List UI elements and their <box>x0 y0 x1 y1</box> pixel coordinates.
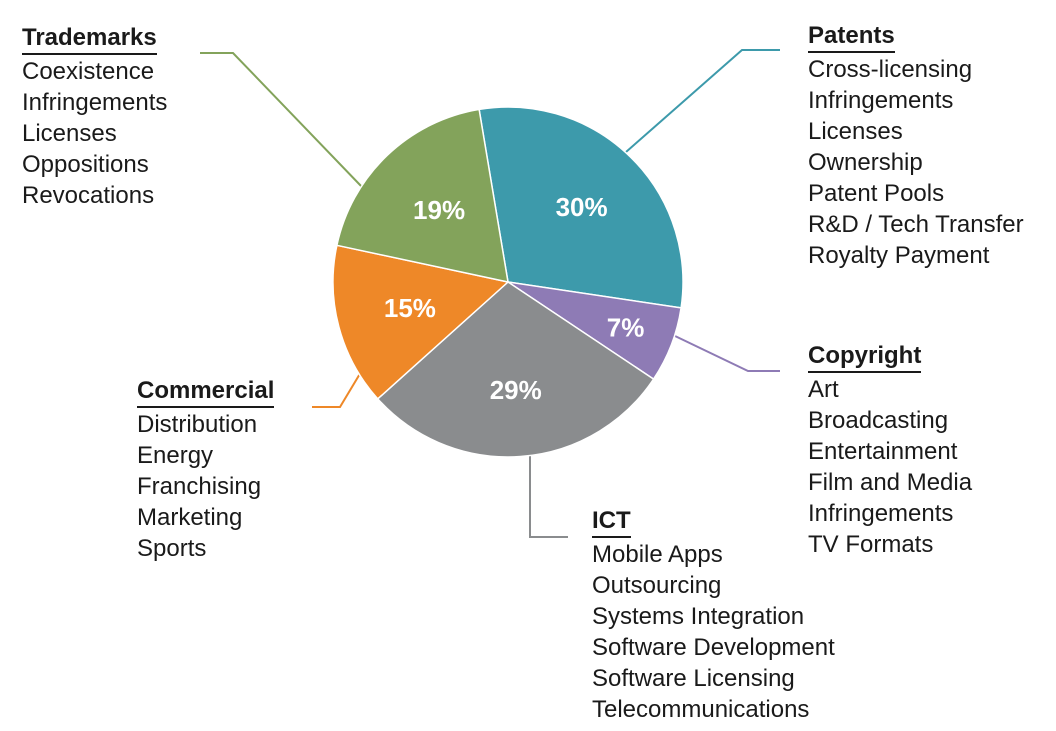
legend-item: Telecommunications <box>592 694 835 725</box>
legend-title-trademarks: Trademarks <box>22 23 157 55</box>
legend-item: Cross-licensing <box>808 54 1024 85</box>
legend-item: Licenses <box>22 118 167 149</box>
legend-title-commercial: Commercial <box>137 376 274 408</box>
legend-item: Patent Pools <box>808 178 1024 209</box>
legend-item: Oppositions <box>22 149 167 180</box>
legend-item: Art <box>808 374 972 405</box>
legend-item: Software Development <box>592 632 835 663</box>
slice-percent-copyright: 7% <box>607 312 645 342</box>
legend-group-commercial: Commercial Distribution Energy Franchisi… <box>137 376 274 564</box>
legend-title-patents: Patents <box>808 21 895 53</box>
legend-item: Licenses <box>808 116 1024 147</box>
legend-group-trademarks: Trademarks Coexistence Infringements Lic… <box>22 23 167 211</box>
legend-item: Film and Media <box>808 467 972 498</box>
legend-item: Franchising <box>137 471 274 502</box>
leader-line-commercial <box>312 372 361 407</box>
legend-item: Infringements <box>22 87 167 118</box>
legend-item: Coexistence <box>22 56 167 87</box>
legend-item: Revocations <box>22 180 167 211</box>
legend-items-trademarks: Coexistence Infringements Licenses Oppos… <box>22 56 167 211</box>
legend-item: Outsourcing <box>592 570 835 601</box>
legend-item: Infringements <box>808 85 1024 116</box>
leader-line-patents <box>626 50 780 152</box>
legend-item: Entertainment <box>808 436 972 467</box>
legend-items-patents: Cross-licensing Infringements Licenses O… <box>808 54 1024 271</box>
leader-line-ict <box>530 455 568 537</box>
legend-item: Mobile Apps <box>592 539 835 570</box>
legend-item: Sports <box>137 533 274 564</box>
legend-group-patents: Patents Cross-licensing Infringements Li… <box>808 21 1024 271</box>
legend-item: Marketing <box>137 502 274 533</box>
legend-items-ict: Mobile Apps Outsourcing Systems Integrat… <box>592 539 835 725</box>
slice-percent-trademarks: 19% <box>413 195 465 225</box>
legend-title-copyright: Copyright <box>808 341 921 373</box>
legend-items-commercial: Distribution Energy Franchising Marketin… <box>137 409 274 564</box>
legend-item: Energy <box>137 440 274 471</box>
legend-item: Broadcasting <box>808 405 972 436</box>
legend-item: Distribution <box>137 409 274 440</box>
slice-percent-commercial: 15% <box>384 293 436 323</box>
slice-percent-patents: 30% <box>556 192 608 222</box>
legend-item: Ownership <box>808 147 1024 178</box>
legend-title-ict: ICT <box>592 506 631 538</box>
legend-group-ict: ICT Mobile Apps Outsourcing Systems Inte… <box>592 506 835 725</box>
legend-item: Software Licensing <box>592 663 835 694</box>
legend-item: Systems Integration <box>592 601 835 632</box>
slice-percent-ict: 29% <box>490 375 542 405</box>
legend-item: R&D / Tech Transfer <box>808 209 1024 240</box>
leader-line-copyright <box>675 336 780 371</box>
leader-line-trademarks <box>200 53 362 187</box>
legend-item: Royalty Payment <box>808 240 1024 271</box>
